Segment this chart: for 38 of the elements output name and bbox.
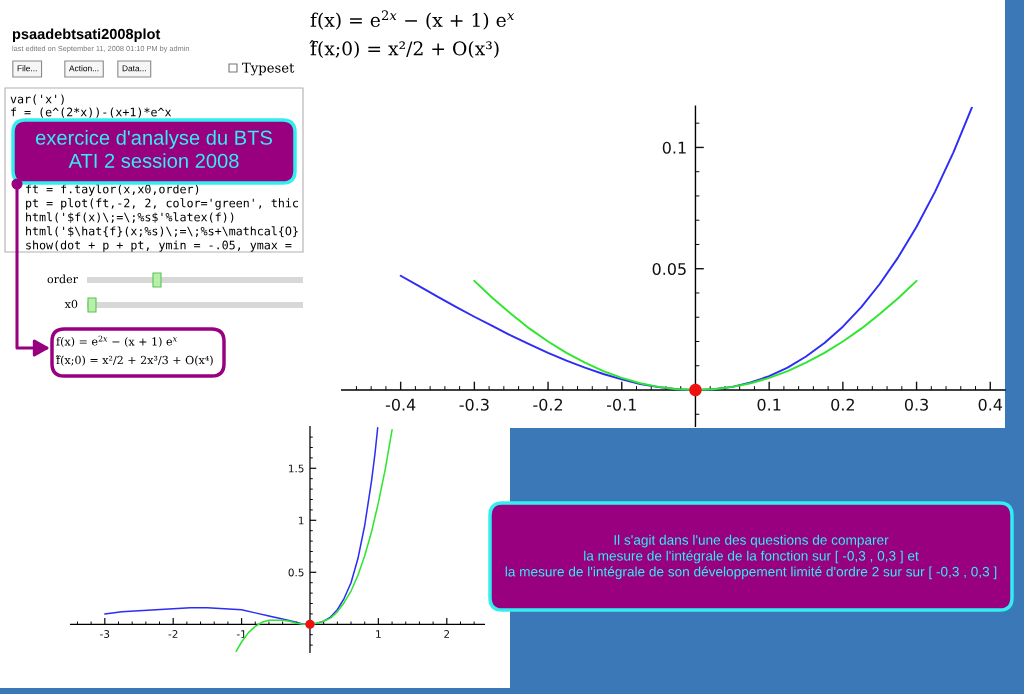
text: f = (e^(2*x))-(x+1)*e^x <box>11 107 172 118</box>
text: psaadebtsati2008plot <box>12 28 161 43</box>
chart-title: f(x) = e$^{2x}$ − (x + 1) e$^{x}$ <box>310 10 515 30</box>
text: show(dot + p + pt, ymin = -.05, ymax = <box>26 240 292 252</box>
text: Data... <box>122 65 146 72</box>
text: order <box>47 274 78 284</box>
x-tick-label: -0.3 <box>459 398 489 411</box>
x-tick-label: -2 <box>168 630 178 638</box>
text: x0 <box>64 299 78 309</box>
text: ft = f.taylor(x,x0,order) <box>26 184 199 196</box>
text: html('$f(x)\;=\;%s$'%latex(f)) <box>26 212 234 223</box>
x-tick-label: 2 <box>444 630 450 638</box>
x-tick-label: -3 <box>100 630 110 638</box>
text: html('$\hat{f}(x;%s)\;=\;%s+\mathcal{O} <box>26 226 298 238</box>
text: Action... <box>69 65 99 72</box>
y-tick-label: 0.05 <box>652 262 686 276</box>
x-tick-label: 0.1 <box>757 398 781 411</box>
line-series <box>235 429 393 653</box>
text: Typeset <box>242 62 295 76</box>
y-tick-label: 1 <box>298 516 304 525</box>
x-tick-label: 1 <box>376 630 381 638</box>
text: Il s'agit dans l'une des questions de comparer la mesure de l'intégrale de la fonction sur [ -0,3 , 0,3 ] et la mesure de l'intégrale de son développement limité d'ordre 2 sur sur [ -0,3 , 0,3 ] <box>505 534 997 580</box>
x-tick-label: -0.2 <box>533 398 563 411</box>
y-tick-label: 0.5 <box>288 568 304 577</box>
x-tick-label: -1 <box>236 630 246 638</box>
text: File... <box>17 65 37 72</box>
y-tick-label: 1.5 <box>289 464 304 473</box>
x-tick-label: 0.4 <box>978 398 1003 411</box>
x-tick-label: 0.2 <box>831 398 854 411</box>
x-tick-label: -0.1 <box>606 398 636 411</box>
text: var('x') <box>10 94 64 105</box>
chart-subtitle: f̂(x;0) = x²/2 + 2x³/3 + O(x⁴) <box>55 355 213 366</box>
x-tick-label: 0.3 <box>904 398 928 411</box>
chart-title: f(x) = e$^{2x}$ − (x + 1) e$^{x}$ <box>56 335 177 348</box>
x-tick-label: -0.4 <box>385 398 416 411</box>
chart-subtitle: f̂(x;0) = x²/2 + O(x³) <box>309 40 499 59</box>
text: exercice d'analyse du BTS ATI 2 session 2008 <box>35 130 272 168</box>
text: pt = plot(ft,-2, 2, color='green', thic <box>26 198 298 210</box>
